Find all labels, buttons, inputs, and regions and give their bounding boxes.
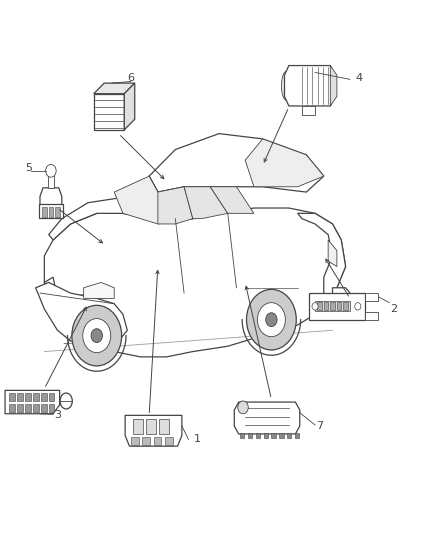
Polygon shape [234, 402, 300, 434]
Circle shape [258, 303, 286, 337]
Bar [17, 403, 23, 411]
Bar [272, 433, 276, 438]
Text: 4: 4 [355, 73, 362, 83]
Bar [49, 207, 53, 216]
Bar [41, 393, 46, 401]
Circle shape [72, 305, 122, 366]
Bar [324, 302, 328, 310]
Bar [165, 437, 173, 445]
Polygon shape [39, 204, 63, 217]
Bar [337, 302, 341, 310]
Polygon shape [332, 288, 354, 320]
Bar [33, 393, 39, 401]
Circle shape [91, 329, 102, 343]
Polygon shape [328, 240, 337, 266]
Circle shape [247, 289, 296, 350]
Circle shape [238, 401, 248, 414]
Bar [279, 433, 284, 438]
Text: 3: 3 [54, 410, 61, 421]
Ellipse shape [282, 71, 292, 100]
Bar [48, 173, 54, 188]
Bar [131, 437, 139, 445]
Polygon shape [124, 83, 135, 130]
Polygon shape [125, 415, 182, 446]
Polygon shape [330, 66, 337, 106]
Bar [256, 433, 260, 438]
Circle shape [312, 303, 318, 310]
Bar [248, 433, 252, 438]
Polygon shape [5, 390, 60, 414]
Polygon shape [302, 106, 315, 115]
Polygon shape [315, 301, 350, 311]
Text: 1: 1 [194, 434, 201, 445]
Bar [159, 419, 169, 434]
Bar [49, 393, 54, 401]
Bar [25, 403, 31, 411]
Polygon shape [210, 187, 254, 213]
Bar [146, 419, 156, 434]
Text: 7: 7 [316, 421, 323, 431]
Circle shape [46, 165, 56, 177]
Polygon shape [94, 94, 124, 130]
Polygon shape [158, 187, 193, 224]
Bar [49, 403, 54, 411]
Bar [33, 403, 39, 411]
Bar [42, 207, 46, 216]
Polygon shape [149, 134, 324, 192]
Polygon shape [245, 139, 324, 187]
Polygon shape [40, 188, 62, 207]
Bar [133, 419, 143, 434]
Bar [343, 302, 348, 310]
Bar [55, 207, 60, 216]
Polygon shape [49, 197, 193, 240]
Polygon shape [44, 208, 346, 357]
Polygon shape [84, 282, 114, 298]
Bar [317, 302, 321, 310]
Polygon shape [285, 66, 335, 106]
Bar [264, 433, 268, 438]
Polygon shape [365, 312, 378, 320]
Polygon shape [308, 293, 365, 320]
Text: 6: 6 [127, 73, 134, 83]
Bar [10, 393, 15, 401]
Text: 5: 5 [25, 163, 32, 173]
Bar [330, 302, 335, 310]
Polygon shape [44, 277, 114, 352]
Bar [41, 403, 46, 411]
Ellipse shape [60, 393, 72, 409]
Polygon shape [184, 187, 228, 219]
Polygon shape [365, 293, 378, 301]
Polygon shape [35, 282, 127, 346]
Bar [153, 437, 161, 445]
Circle shape [266, 313, 277, 327]
Circle shape [83, 319, 111, 353]
Text: 2: 2 [390, 304, 397, 314]
Polygon shape [114, 176, 193, 224]
Circle shape [355, 303, 361, 310]
Polygon shape [94, 83, 135, 94]
Bar [295, 433, 299, 438]
FancyBboxPatch shape [191, 243, 216, 252]
Bar [17, 393, 23, 401]
Bar [287, 433, 291, 438]
Bar [142, 437, 150, 445]
Bar [240, 433, 244, 438]
Bar [10, 403, 15, 411]
Polygon shape [297, 213, 346, 309]
Bar [25, 393, 31, 401]
